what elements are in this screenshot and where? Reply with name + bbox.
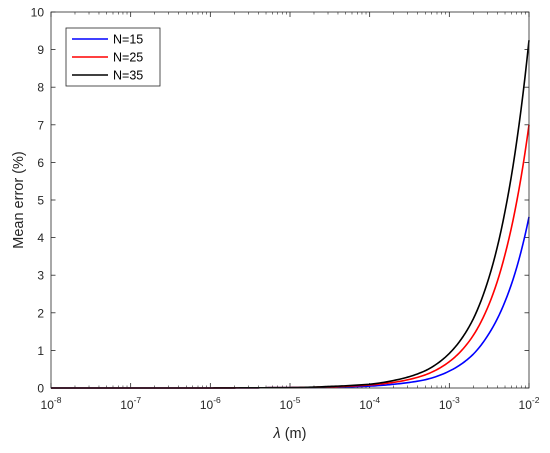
y-tick-label: 0 [37,382,44,396]
y-tick-label: 7 [37,118,44,132]
y-tick-labels: 0 1 2 3 4 5 6 7 8 9 10 [31,6,45,396]
x-tick-label: 10-4 [359,395,380,412]
y-tick-label: 4 [37,231,44,245]
x-axis-symbol: λ [273,426,281,442]
x-tick-label: 10-3 [439,395,460,412]
x-axis-title: λ (m) [273,426,307,442]
y-tick-label: 2 [37,306,44,320]
y-axis-title: Mean error (%) [11,151,27,249]
legend: N=15 N=25 N=35 [65,27,161,87]
x-tick-label: 10-6 [200,395,221,412]
y-tick-label: 10 [31,6,45,20]
x-tick-label: 10-2 [519,395,540,412]
legend-label: N=25 [113,51,143,65]
y-tick-label: 5 [37,194,44,208]
x-tick-label: 10-7 [120,395,141,412]
y-tick-label: 9 [37,43,44,57]
legend-label: N=15 [113,33,143,47]
x-tick-labels: 10-8 10-7 10-6 10-5 10-4 10-3 10-2 [41,395,540,412]
legend-label: N=35 [113,69,143,83]
x-axis-unit: (m) [281,426,307,442]
x-tick-label: 10-5 [280,395,301,412]
plot-frame [50,11,530,389]
y-tick-label: 6 [37,156,44,170]
y-tick-label: 1 [37,344,44,358]
y-tick-label: 3 [37,269,44,283]
axis-ticks [50,11,530,389]
y-tick-label: 8 [37,81,44,95]
x-tick-label: 10-8 [41,395,62,412]
